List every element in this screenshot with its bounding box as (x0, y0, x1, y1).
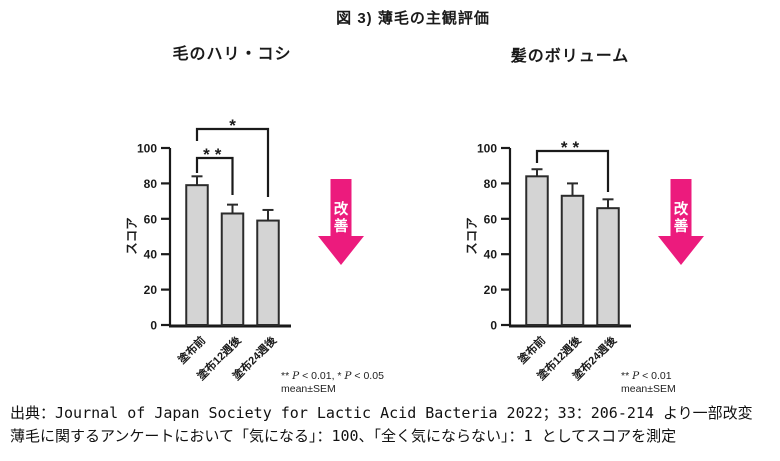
improvement-arrow-label: 改 (334, 200, 349, 218)
significance-bracket (195, 127, 270, 197)
improvement-arrow-icon (658, 179, 704, 265)
improvement-arrow-label: 改 (674, 200, 689, 218)
source-line-1: 出典：Journal of Japan Society for Lactic A… (10, 404, 753, 422)
x-category-label: 塗布前 (175, 333, 208, 366)
y-tick-label: 0 (490, 319, 497, 333)
significance-label: ** (561, 138, 584, 157)
significance-label: ** (203, 145, 226, 164)
y-tick-label: 20 (144, 283, 158, 297)
y-tick-label: 60 (484, 212, 498, 226)
bar (256, 219, 280, 326)
source-line-2: 薄毛に関するアンケートにおいて「気になる」：100、「全く気にならない」：1 と… (10, 427, 677, 445)
x-category-label: 塗布前 (515, 333, 548, 366)
stats-note-mean-sem: mean±SEM (621, 383, 676, 395)
source-citation: 出典：Journal of Japan Society for Lactic A… (10, 402, 776, 448)
significance-bracket (195, 156, 234, 195)
bar (560, 194, 585, 327)
y-tick-label: 80 (144, 177, 158, 191)
y-tick-label: 60 (144, 212, 158, 226)
significance-label: * (229, 116, 236, 135)
improvement-arrow-icon (318, 179, 364, 265)
bar (185, 184, 209, 326)
stats-note-mean-sem: mean±SEM (281, 383, 336, 395)
y-tick-label: 80 (484, 177, 498, 191)
chart-title-hair-volume: 髪のボリューム (510, 48, 630, 65)
stats-note: ** P < 0.01 (621, 370, 672, 382)
chart-title-hair-firmness: 毛のハリ・コシ (172, 46, 292, 63)
significance-bracket (535, 149, 610, 192)
y-tick-label: 40 (484, 248, 498, 262)
improvement-arrow-label: 善 (334, 217, 349, 235)
y-tick-label: 40 (144, 248, 158, 262)
improvement-arrow-label: 善 (674, 217, 689, 235)
stats-note: ** P < 0.01, * P < 0.05 (281, 370, 384, 382)
figure-title: 図 3) 薄毛の主観評価 (336, 10, 490, 27)
y-tick-label: 100 (137, 142, 157, 156)
y-tick-label: 0 (150, 319, 157, 333)
y-axis-title: スコア (465, 217, 479, 255)
bar (525, 175, 549, 326)
bar (596, 207, 620, 326)
y-tick-label: 20 (484, 283, 498, 297)
bar (220, 212, 245, 326)
y-axis-title: スコア (125, 217, 139, 255)
y-tick-label: 100 (477, 142, 497, 156)
